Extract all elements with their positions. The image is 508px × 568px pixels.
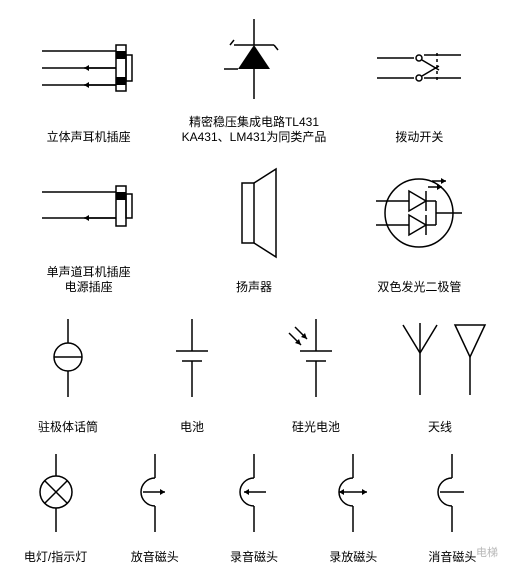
record-head-label: 录音磁头 [230, 550, 278, 566]
symbol-lamp: 电灯/指示灯 [6, 436, 105, 566]
tl431-icon [171, 6, 336, 115]
stereo-jack-icon [6, 6, 171, 130]
symbol-stereo-jack: 立体声耳机插座 [6, 6, 171, 146]
rec-play-head-label: 录放磁头 [329, 550, 377, 566]
play-head-label: 放音磁头 [131, 550, 179, 566]
mono-jack-label: 单声道耳机插座 电源插座 [47, 265, 131, 296]
antenna-icon [378, 296, 502, 420]
symbol-mono-jack: 单声道耳机插座 电源插座 [6, 146, 171, 296]
erase-head-icon [403, 436, 502, 550]
speaker-label: 扬声器 [236, 280, 272, 296]
symbol-photodiode: 硅光电池 [254, 296, 378, 436]
bicolor-led-icon [337, 146, 502, 280]
record-head-icon [204, 436, 303, 550]
mono-jack-icon [6, 146, 171, 265]
speaker-icon [171, 146, 336, 280]
play-head-icon [105, 436, 204, 550]
rec-play-head-icon [304, 436, 403, 550]
battery-icon [130, 296, 254, 420]
symbol-bicolor-led: 双色发光二极管 [337, 146, 502, 296]
toggle-switch-icon [337, 6, 502, 130]
symbol-erase-head: 消音磁头 [403, 436, 502, 566]
stereo-jack-label: 立体声耳机插座 [47, 130, 131, 146]
lamp-label: 电灯/指示灯 [24, 550, 87, 566]
lamp-icon [6, 436, 105, 550]
electret-mic-icon [6, 296, 130, 420]
symbol-tl431: 精密稳压集成电路TL431 KA431、LM431为同类产品 [171, 6, 336, 146]
symbol-play-head: 放音磁头 [105, 436, 204, 566]
photodiode-icon [254, 296, 378, 420]
symbol-battery: 电池 [130, 296, 254, 436]
tl431-label: 精密稳压集成电路TL431 KA431、LM431为同类产品 [182, 115, 327, 146]
photodiode-label: 硅光电池 [292, 420, 340, 436]
bicolor-led-label: 双色发光二极管 [377, 280, 461, 296]
toggle-switch-label: 拨动开关 [395, 130, 443, 146]
battery-label: 电池 [180, 420, 204, 436]
symbol-rec-play-head: 录放磁头 [304, 436, 403, 566]
erase-head-label: 消音磁头 [428, 550, 476, 566]
symbol-record-head: 录音磁头 [204, 436, 303, 566]
symbol-antenna: 天线 [378, 296, 502, 436]
symbol-electret-mic: 驻极体话筒 [6, 296, 130, 436]
antenna-label: 天线 [428, 420, 452, 436]
symbol-speaker: 扬声器 [171, 146, 336, 296]
symbol-toggle-switch: 拨动开关 [337, 6, 502, 146]
electret-mic-label: 驻极体话筒 [38, 420, 98, 436]
